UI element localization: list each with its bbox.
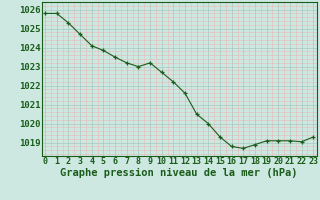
X-axis label: Graphe pression niveau de la mer (hPa): Graphe pression niveau de la mer (hPa) [60, 168, 298, 178]
